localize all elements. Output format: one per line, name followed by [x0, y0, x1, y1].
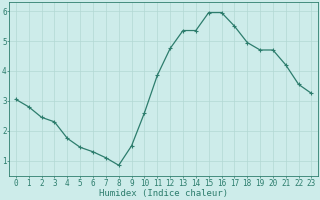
X-axis label: Humidex (Indice chaleur): Humidex (Indice chaleur) [99, 189, 228, 198]
